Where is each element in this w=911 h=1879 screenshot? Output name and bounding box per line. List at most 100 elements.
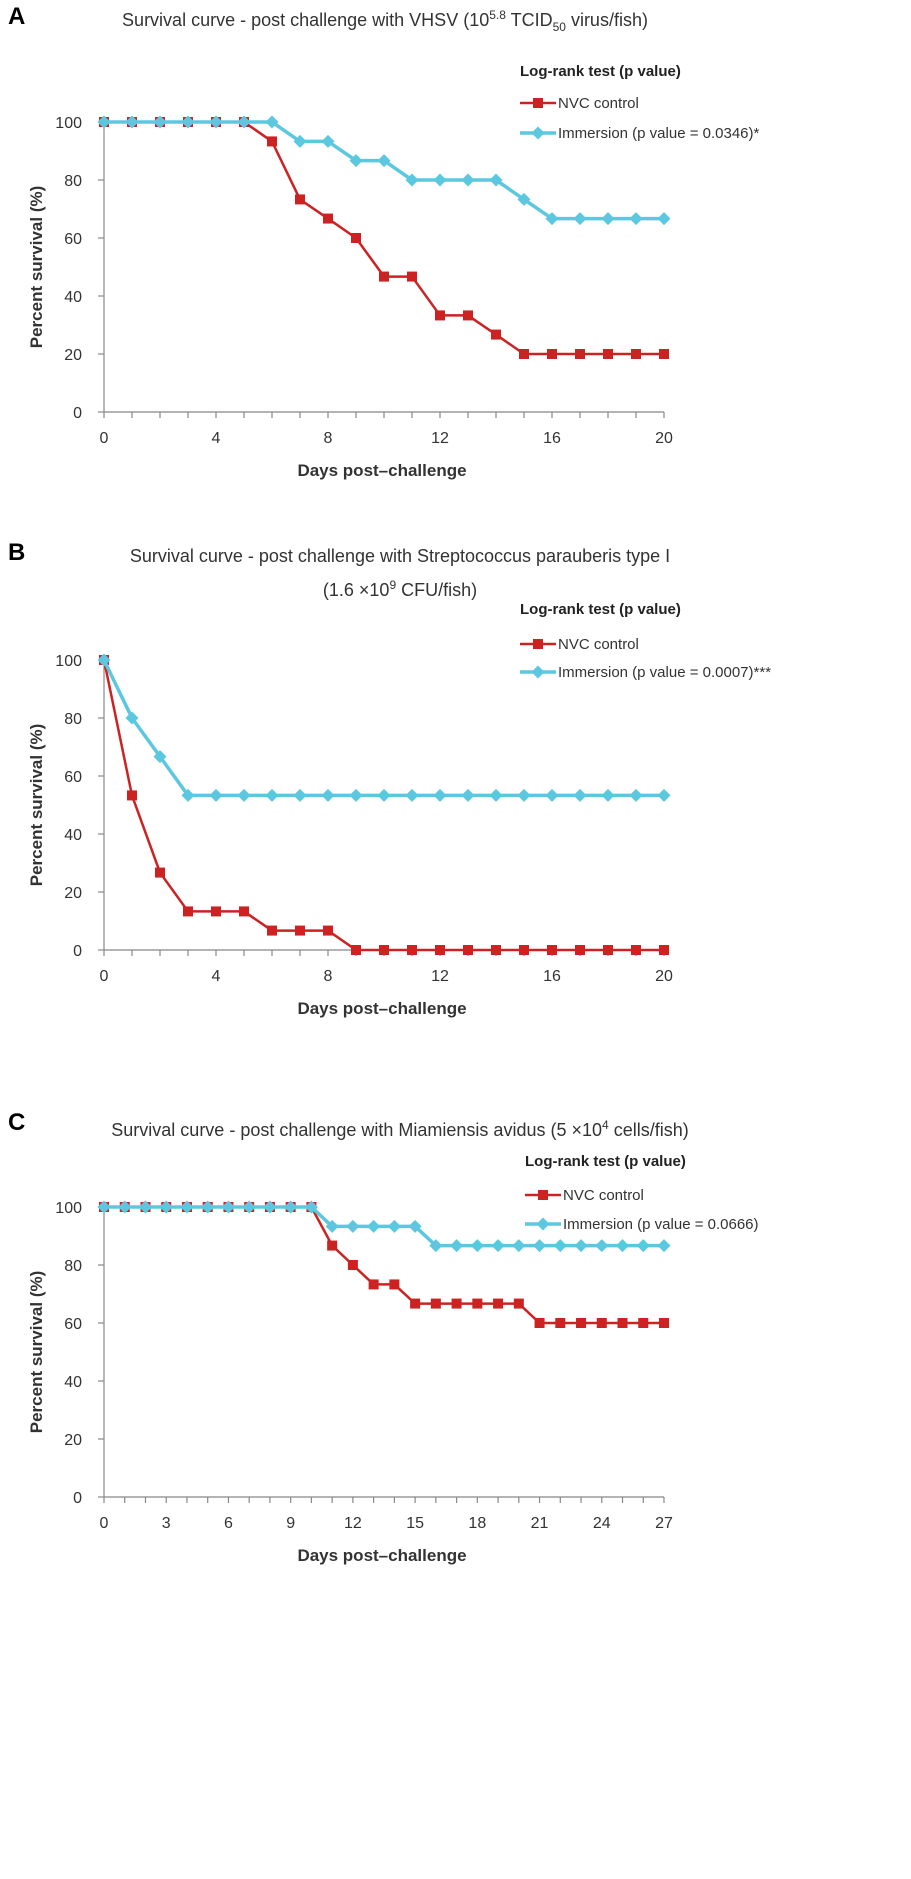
data-point xyxy=(323,925,333,936)
data-point xyxy=(293,134,307,148)
data-point xyxy=(159,1200,173,1214)
data-point xyxy=(410,1298,421,1309)
data-point xyxy=(237,788,251,802)
data-point xyxy=(377,154,391,168)
data-point xyxy=(347,1260,358,1270)
panel-b: B Survival curve - post challenge with S… xyxy=(8,539,670,600)
data-point xyxy=(534,1318,545,1328)
data-point xyxy=(408,1219,422,1233)
data-point xyxy=(533,639,543,649)
data-point xyxy=(239,906,249,917)
x-tick-label: 0 xyxy=(100,968,109,985)
data-point xyxy=(657,1239,671,1253)
data-point xyxy=(211,906,221,917)
data-point xyxy=(450,1239,464,1253)
data-point xyxy=(463,310,473,321)
data-point xyxy=(125,711,139,725)
legend-entry: Immersion (p value = 0.0346)* xyxy=(558,125,760,142)
legend-entry: NVC control xyxy=(558,95,639,112)
data-point xyxy=(346,1219,360,1233)
y-tick-label: 100 xyxy=(55,1200,82,1217)
data-point xyxy=(573,788,587,802)
y-tick-label: 100 xyxy=(55,115,82,132)
data-point xyxy=(155,867,165,878)
data-point xyxy=(603,349,613,359)
x-tick-label: 0 xyxy=(100,1515,109,1532)
x-tick-label: 12 xyxy=(344,1515,362,1532)
data-point xyxy=(242,1200,256,1214)
data-point xyxy=(405,788,419,802)
y-tick-label: 0 xyxy=(73,943,82,960)
data-point xyxy=(538,1190,548,1200)
data-point xyxy=(573,212,587,226)
data-point xyxy=(657,212,671,226)
legend-title: Log-rank test (p value) xyxy=(520,601,681,618)
legend-entry: Immersion (p value = 0.0666) xyxy=(563,1216,759,1233)
data-point xyxy=(659,1318,669,1328)
series-immersion xyxy=(97,1200,671,1253)
x-tick-label: 3 xyxy=(162,1515,171,1532)
data-point xyxy=(323,213,333,224)
legend: Log-rank test (p value) NVC control Immers… xyxy=(520,63,760,142)
data-point xyxy=(430,1298,441,1309)
data-point xyxy=(97,653,111,667)
data-point xyxy=(536,1217,550,1231)
data-point xyxy=(489,173,503,187)
data-point xyxy=(118,1200,132,1214)
x-tick-label: 21 xyxy=(531,1515,549,1532)
x-tick-label: 8 xyxy=(324,430,333,447)
y-tick-label: 0 xyxy=(73,1490,82,1507)
x-axis-label: Days post–challenge xyxy=(297,461,466,480)
chart-title-b-line2: (1.6 ×109 CFU/fish) xyxy=(323,578,477,600)
data-point xyxy=(209,788,223,802)
x-axis-label: Days post–challenge xyxy=(297,999,466,1018)
data-point xyxy=(433,173,447,187)
data-point xyxy=(519,349,529,359)
data-point xyxy=(349,788,363,802)
y-tick-label: 0 xyxy=(73,405,82,422)
chart-title-c: Survival curve - post challenge with Mia… xyxy=(111,1118,688,1140)
data-point xyxy=(547,349,557,359)
data-point xyxy=(517,192,531,206)
data-point xyxy=(387,1219,401,1233)
data-point xyxy=(601,212,615,226)
y-tick-label: 40 xyxy=(64,827,82,844)
y-tick-label: 80 xyxy=(64,711,82,728)
x-tick-label: 20 xyxy=(655,430,673,447)
data-point xyxy=(127,790,137,801)
data-point xyxy=(659,349,669,359)
data-point xyxy=(181,115,195,129)
data-point xyxy=(517,788,531,802)
y-axis-label: Percent survival (%) xyxy=(27,724,46,887)
y-tick-label: 80 xyxy=(64,1258,82,1275)
legend-entry: NVC control xyxy=(558,636,639,653)
data-point xyxy=(617,1318,628,1328)
data-point xyxy=(379,271,389,282)
x-tick-label: 20 xyxy=(655,968,673,985)
y-tick-label: 20 xyxy=(64,1432,82,1449)
data-point xyxy=(531,126,545,140)
x-tick-label: 4 xyxy=(212,430,221,447)
data-point xyxy=(433,788,447,802)
panel-letter-b: B xyxy=(8,539,25,566)
data-point xyxy=(616,1239,630,1253)
data-point xyxy=(555,1318,566,1328)
data-point xyxy=(97,1200,111,1214)
panel-a: A Survival curve - post challenge with V… xyxy=(8,3,648,34)
data-point xyxy=(321,134,335,148)
data-point xyxy=(638,1318,649,1328)
data-point xyxy=(547,945,557,955)
chart-a: 0 20 40 60 80 100 0 4 8 12 16 20 Days post–challenge… xyxy=(27,63,760,480)
data-point xyxy=(349,154,363,168)
data-point xyxy=(201,1200,215,1214)
data-point xyxy=(595,1239,609,1253)
data-point xyxy=(295,194,305,205)
data-point xyxy=(351,945,361,955)
chart-c: 0 20 40 60 80 100 0 3 6 9 12 15 18 21 24 27 Days post–ch… xyxy=(27,1153,759,1565)
legend: Log-rank test (p value) NVC control Immers… xyxy=(520,601,771,681)
panel-c: C Survival curve - post challenge with M… xyxy=(8,1109,689,1140)
data-point xyxy=(407,945,417,955)
data-point xyxy=(489,788,503,802)
legend: Log-rank test (p value) NVC control Immers… xyxy=(525,1153,759,1233)
